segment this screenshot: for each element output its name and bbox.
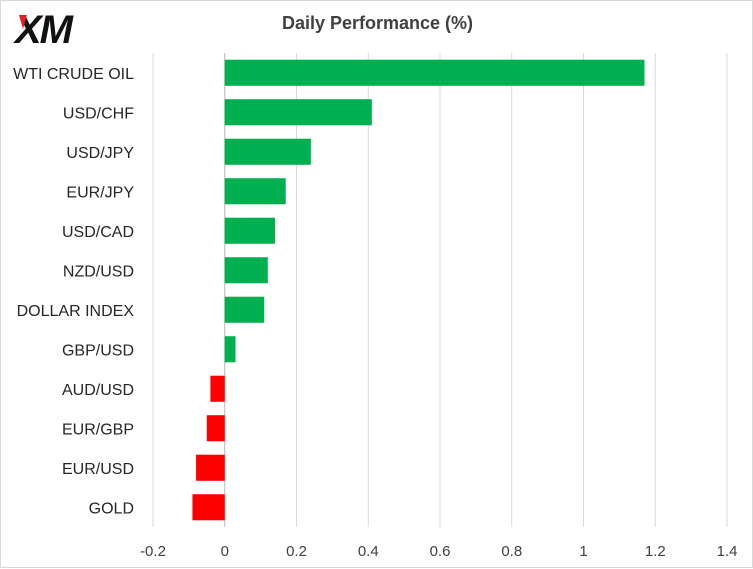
category-label: USD/CAD <box>62 224 134 241</box>
x-tick-label: 0.8 <box>501 543 522 560</box>
category-label: WTI CRUDE OIL <box>13 66 134 83</box>
category-label: EUR/GBP <box>62 421 134 438</box>
category-label: DOLLAR INDEX <box>17 303 135 320</box>
x-tick-label: 1.4 <box>717 543 738 560</box>
x-tick-label: -0.2 <box>140 543 166 560</box>
bar-wti-crude-oil <box>224 59 645 86</box>
category-label: USD/JPY <box>66 145 134 162</box>
bar-gbp-usd <box>224 336 236 363</box>
bar-eur-usd <box>196 454 225 481</box>
x-tick-label: 0.6 <box>430 543 451 560</box>
category-label: AUD/USD <box>62 382 134 399</box>
category-label: GOLD <box>89 500 134 517</box>
category-label: EUR/USD <box>62 461 134 478</box>
x-tick-label: 0.4 <box>358 543 379 560</box>
x-tick-label: 1 <box>579 543 587 560</box>
bar-dollar-index <box>224 296 265 323</box>
category-label: USD/CHF <box>63 105 134 122</box>
x-tick-label: 1.2 <box>645 543 666 560</box>
category-label: EUR/JPY <box>66 184 134 201</box>
bar-nzd-usd <box>224 257 268 284</box>
bar-usd-jpy <box>224 138 311 165</box>
bar-eur-jpy <box>224 178 286 205</box>
bar-aud-usd <box>210 375 225 402</box>
bar-usd-chf <box>224 99 372 126</box>
bar-usd-cad <box>224 217 275 244</box>
chart-title: Daily Performance (%) <box>281 13 474 33</box>
x-tick-label: 0 <box>221 543 229 560</box>
bar-eur-gbp <box>206 415 225 442</box>
xm-logo: XM <box>13 9 77 49</box>
category-label: NZD/USD <box>63 263 134 280</box>
bar-gold <box>192 494 225 521</box>
x-tick-label: 0.2 <box>286 543 307 560</box>
category-label: GBP/USD <box>62 342 134 359</box>
